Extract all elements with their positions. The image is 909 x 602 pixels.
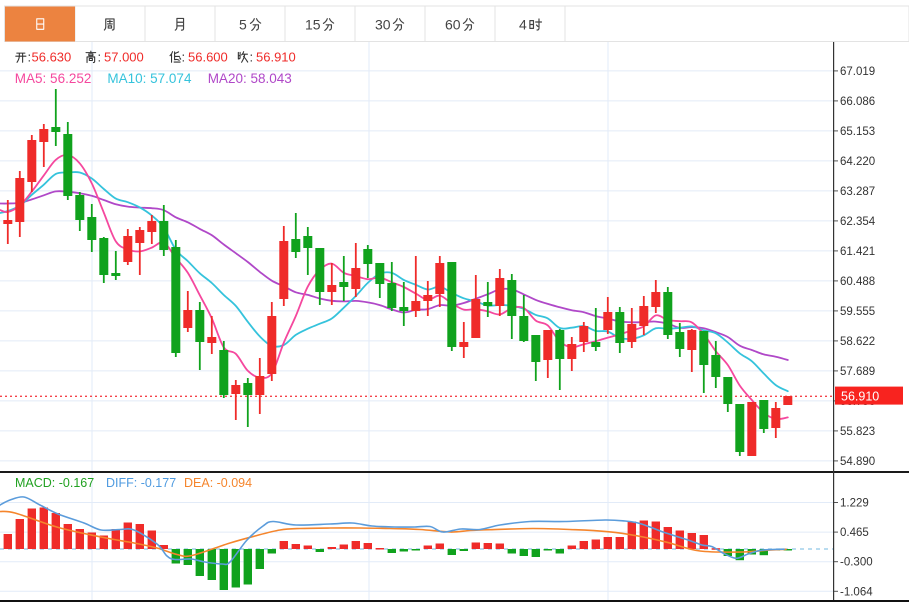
svg-text:MACD: -0.167: MACD: -0.167 bbox=[15, 476, 94, 490]
svg-text::: : bbox=[98, 50, 102, 65]
svg-text::: : bbox=[250, 50, 254, 65]
svg-text:0.465: 0.465 bbox=[840, 527, 869, 539]
svg-text:58.622: 58.622 bbox=[840, 336, 875, 348]
svg-text:54.890: 54.890 bbox=[840, 456, 875, 468]
svg-text:62.354: 62.354 bbox=[840, 216, 876, 228]
svg-text:15: 15 bbox=[305, 16, 321, 32]
svg-text::: : bbox=[182, 50, 186, 65]
svg-text:61.421: 61.421 bbox=[840, 246, 875, 258]
svg-text:60: 60 bbox=[445, 16, 461, 32]
svg-text:55.823: 55.823 bbox=[840, 426, 875, 438]
svg-text:MA20: 58.043: MA20: 58.043 bbox=[208, 71, 292, 86]
svg-text:-1.064: -1.064 bbox=[840, 586, 873, 598]
svg-text:59.555: 59.555 bbox=[840, 306, 875, 318]
svg-text:67.019: 67.019 bbox=[840, 66, 875, 78]
svg-text:56.630: 56.630 bbox=[32, 50, 72, 65]
svg-text:57.000: 57.000 bbox=[104, 50, 144, 65]
svg-text:56.910: 56.910 bbox=[256, 50, 296, 65]
svg-text:-0.300: -0.300 bbox=[840, 557, 873, 569]
svg-text:DIFF: -0.177: DIFF: -0.177 bbox=[106, 476, 176, 490]
svg-text:66.086: 66.086 bbox=[840, 96, 875, 108]
svg-text:57.689: 57.689 bbox=[840, 366, 875, 378]
svg-text:1.229: 1.229 bbox=[840, 498, 869, 510]
svg-text:5: 5 bbox=[239, 16, 247, 32]
svg-text::: : bbox=[28, 50, 32, 65]
svg-text:4: 4 bbox=[519, 16, 527, 32]
svg-text:56.600: 56.600 bbox=[188, 50, 228, 65]
svg-text:60.488: 60.488 bbox=[840, 276, 875, 288]
svg-text:30: 30 bbox=[375, 16, 391, 32]
svg-text:65.153: 65.153 bbox=[840, 126, 875, 138]
svg-text:63.287: 63.287 bbox=[840, 186, 875, 198]
svg-text:MA5: 56.252: MA5: 56.252 bbox=[15, 71, 92, 86]
svg-text:MA10: 57.074: MA10: 57.074 bbox=[107, 71, 192, 86]
svg-text:64.220: 64.220 bbox=[840, 156, 875, 168]
svg-text:DEA: -0.094: DEA: -0.094 bbox=[184, 476, 252, 490]
svg-text:56.910: 56.910 bbox=[841, 389, 879, 403]
